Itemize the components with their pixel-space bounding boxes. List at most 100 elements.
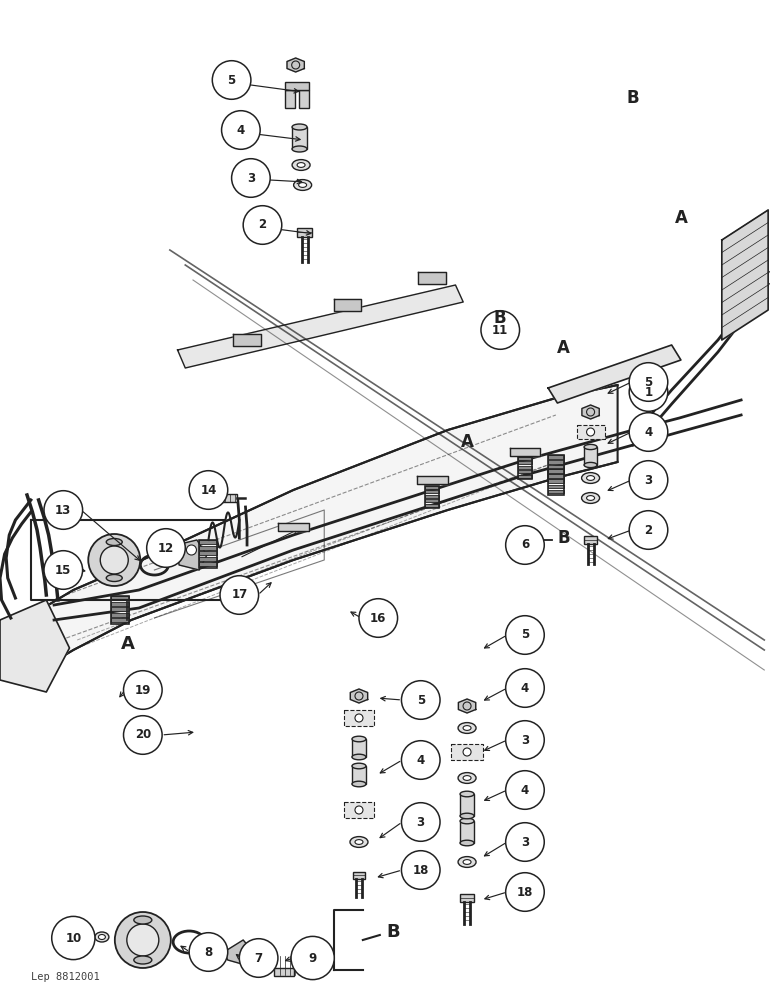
Ellipse shape <box>352 754 366 760</box>
Bar <box>110 607 129 611</box>
Ellipse shape <box>463 776 471 780</box>
Bar <box>344 710 374 726</box>
Ellipse shape <box>134 956 152 964</box>
Circle shape <box>506 526 544 564</box>
Circle shape <box>222 111 260 149</box>
Text: 13: 13 <box>55 504 72 516</box>
Circle shape <box>629 373 668 411</box>
Text: 3: 3 <box>417 816 425 828</box>
Bar <box>425 495 439 498</box>
Polygon shape <box>52 564 71 580</box>
Circle shape <box>359 599 398 637</box>
Polygon shape <box>417 476 448 484</box>
Text: 17: 17 <box>231 588 248 601</box>
Text: B: B <box>386 923 400 941</box>
Bar <box>352 766 366 784</box>
Bar <box>518 457 532 479</box>
Circle shape <box>629 413 668 451</box>
Bar <box>548 469 564 473</box>
Text: 15: 15 <box>55 564 72 576</box>
Text: 2: 2 <box>259 219 266 232</box>
Text: 2: 2 <box>645 524 652 536</box>
Bar <box>548 471 564 474</box>
Bar <box>460 821 474 843</box>
Ellipse shape <box>460 813 474 819</box>
Ellipse shape <box>355 840 363 844</box>
Bar <box>285 82 310 90</box>
Bar <box>518 470 532 473</box>
Text: 5: 5 <box>228 74 235 87</box>
Circle shape <box>629 511 668 549</box>
Polygon shape <box>176 540 207 570</box>
Bar <box>425 504 439 507</box>
Text: 18: 18 <box>412 863 429 876</box>
Bar <box>292 127 307 149</box>
Polygon shape <box>178 285 463 368</box>
Bar <box>425 499 439 502</box>
Ellipse shape <box>463 726 471 730</box>
Text: 4: 4 <box>237 123 245 136</box>
Bar <box>199 557 218 561</box>
Text: 20: 20 <box>134 728 151 742</box>
Circle shape <box>189 933 228 971</box>
Circle shape <box>212 61 251 99</box>
Ellipse shape <box>352 736 366 742</box>
Ellipse shape <box>584 462 597 468</box>
Text: 16: 16 <box>370 611 387 624</box>
Text: A: A <box>557 339 570 357</box>
Ellipse shape <box>458 773 476 783</box>
Circle shape <box>481 311 520 349</box>
Text: A: A <box>120 635 134 653</box>
Circle shape <box>506 669 544 707</box>
Bar <box>274 968 294 976</box>
Circle shape <box>506 771 544 809</box>
Text: 19: 19 <box>134 684 151 696</box>
Polygon shape <box>582 405 599 419</box>
Bar <box>548 479 564 483</box>
Ellipse shape <box>352 781 366 787</box>
Ellipse shape <box>297 163 305 167</box>
Polygon shape <box>510 448 540 456</box>
Text: 11: 11 <box>492 324 509 336</box>
Ellipse shape <box>581 473 600 483</box>
Ellipse shape <box>460 840 474 846</box>
Bar <box>460 894 474 902</box>
Text: 4: 4 <box>521 784 529 796</box>
Text: B: B <box>557 529 570 547</box>
Bar <box>110 602 129 606</box>
Circle shape <box>243 206 282 244</box>
Bar <box>518 461 532 464</box>
Circle shape <box>506 823 544 861</box>
Text: 6: 6 <box>521 538 529 552</box>
Text: B: B <box>627 89 639 107</box>
Polygon shape <box>548 345 681 403</box>
Circle shape <box>291 936 334 980</box>
Bar <box>518 466 532 469</box>
Text: 3: 3 <box>645 474 652 487</box>
Circle shape <box>187 545 196 555</box>
Text: 4: 4 <box>521 682 529 694</box>
Ellipse shape <box>581 493 600 503</box>
Ellipse shape <box>460 818 474 824</box>
Bar <box>199 540 218 568</box>
Circle shape <box>52 916 95 960</box>
Ellipse shape <box>98 934 106 940</box>
Circle shape <box>629 363 668 401</box>
Polygon shape <box>278 523 309 531</box>
Bar <box>548 465 564 469</box>
Polygon shape <box>722 210 768 340</box>
Text: 7: 7 <box>255 952 262 964</box>
Text: 3: 3 <box>521 836 529 848</box>
Ellipse shape <box>458 857 476 867</box>
Bar <box>584 536 597 544</box>
Bar <box>344 802 374 818</box>
Ellipse shape <box>352 763 366 769</box>
Polygon shape <box>418 272 446 284</box>
Text: 18: 18 <box>516 886 533 898</box>
Circle shape <box>232 159 270 197</box>
Circle shape <box>506 616 544 654</box>
Bar <box>425 486 439 489</box>
Circle shape <box>124 716 162 754</box>
Bar <box>518 475 532 478</box>
Text: 9: 9 <box>309 952 317 964</box>
